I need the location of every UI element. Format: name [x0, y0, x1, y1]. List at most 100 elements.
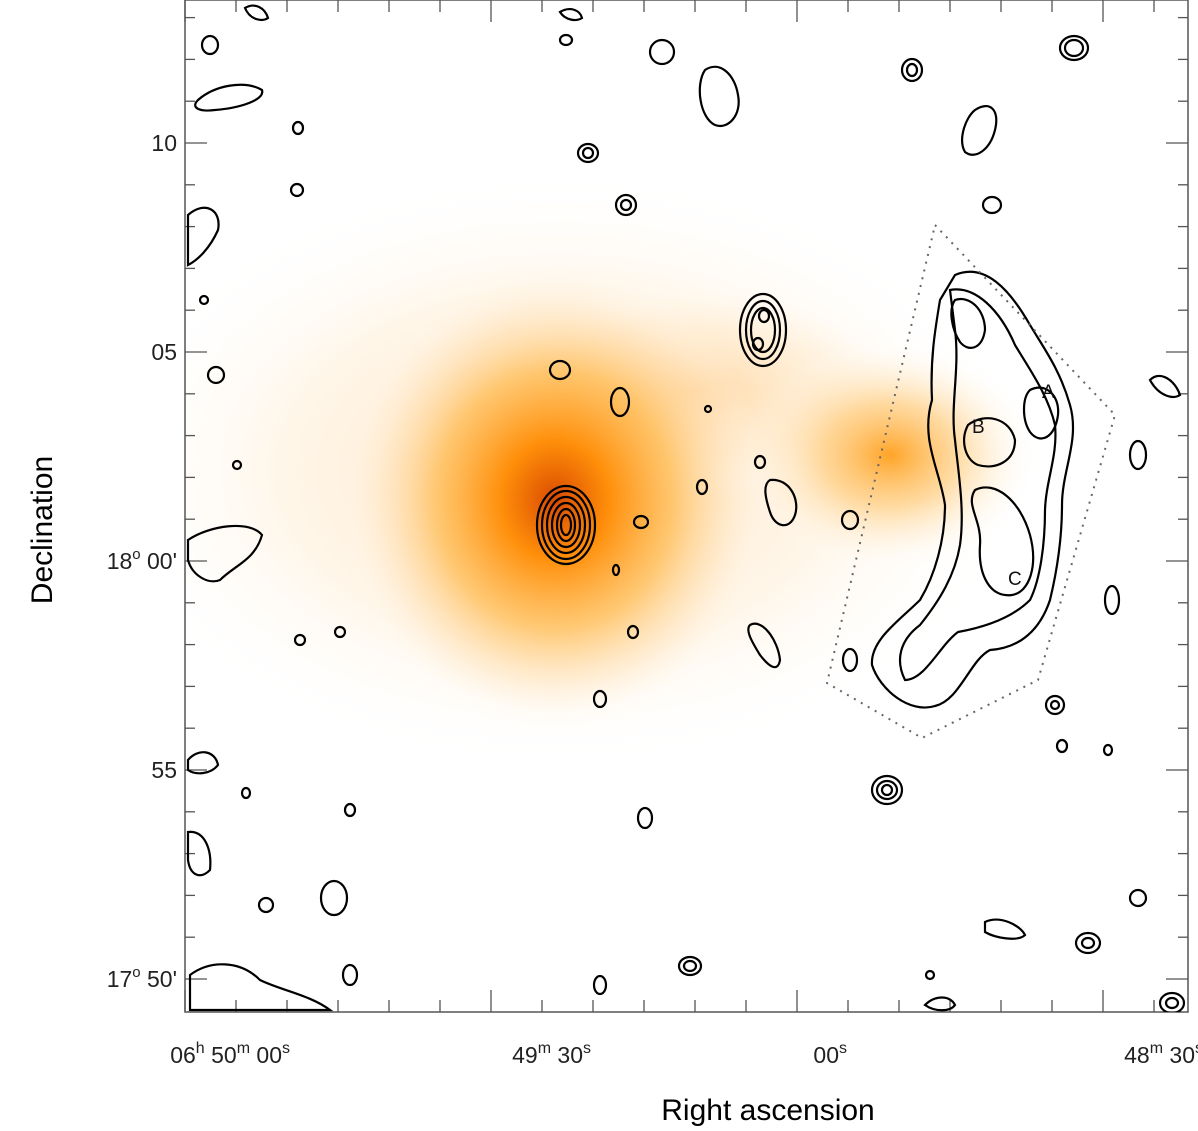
contour-double — [738, 292, 788, 368]
contour-blob — [1164, 996, 1180, 1010]
contour-blob — [1049, 699, 1061, 711]
contour-blob — [611, 563, 621, 577]
contour-blob — [983, 918, 1027, 940]
contour-blob — [636, 806, 654, 830]
x-tick-label: 48m 30s — [1124, 1040, 1198, 1068]
contour-blob — [677, 955, 703, 977]
contour-blob — [333, 625, 347, 639]
contour-double — [751, 336, 765, 352]
y-tick-label: 17o 50' — [107, 964, 177, 992]
x-tick-label: 49m 30s — [512, 1040, 591, 1068]
contour-blob — [961, 105, 998, 156]
contour-double — [749, 306, 777, 354]
contour-blob — [905, 62, 919, 78]
contour-main — [535, 484, 597, 566]
contour-blob — [923, 996, 957, 1012]
plot-frame — [184, 0, 1189, 1013]
contour-blob — [200, 34, 220, 56]
contour-blob — [981, 195, 1003, 215]
contour-blob — [841, 647, 859, 673]
contour-blob — [194, 83, 264, 112]
contour-blob — [186, 830, 212, 877]
y-tick-labels: 10 05 18o 00' 55 17o 50' — [107, 130, 177, 992]
contour-blob — [626, 624, 640, 640]
contour-blob — [695, 478, 709, 496]
y-tick-label: 10 — [151, 130, 177, 156]
contour-blob — [1063, 38, 1085, 58]
y-tick-label: 18o 00' — [107, 546, 177, 574]
x-tick-label: 06h 50m 00s — [170, 1040, 290, 1068]
axis-ticks — [184, 0, 1188, 1012]
x-tick-label: 00s — [813, 1040, 847, 1068]
contour-blob — [186, 206, 220, 267]
emission-layer — [185, 170, 1040, 770]
contour-blob — [648, 38, 676, 66]
contour-blob — [558, 33, 574, 47]
contour-blob — [1074, 931, 1102, 955]
y-tick-label: 05 — [151, 339, 177, 365]
contour-double — [744, 299, 782, 361]
contour-blob — [289, 182, 305, 198]
contour-blob — [1158, 991, 1186, 1012]
contour-blob — [581, 146, 595, 160]
contour-blob — [682, 959, 698, 973]
contour-blob — [291, 120, 305, 136]
contour-blob — [1080, 936, 1096, 950]
contour-blob — [764, 478, 798, 527]
contour-main — [555, 507, 577, 543]
contour-blob — [343, 802, 357, 818]
contour-blob — [1055, 738, 1069, 754]
contour-main — [559, 513, 573, 537]
region-label-a: A — [1042, 382, 1055, 403]
emission-peak-main — [340, 265, 770, 735]
contour-blob — [592, 689, 608, 709]
contour-blob — [558, 8, 584, 22]
contour-blob — [186, 751, 220, 775]
contour-blob — [206, 365, 226, 385]
contour-blob — [188, 963, 334, 1012]
contour-blob — [698, 65, 740, 128]
contour-blob — [840, 509, 860, 531]
contour-main — [545, 495, 587, 555]
contour-blob — [1148, 374, 1182, 398]
radio-contours — [186, 4, 1186, 1012]
contour-extended-core — [950, 297, 987, 349]
contour-blob — [198, 294, 210, 306]
contour-blob — [1044, 694, 1066, 716]
contour-blob — [1128, 439, 1148, 471]
contour-blob — [231, 459, 243, 471]
contour-blob — [900, 57, 924, 83]
contour-blob — [1058, 34, 1090, 62]
x-tick-labels: 06h 50m 00s 49m 30s 00s 48m 30s — [170, 1040, 1198, 1068]
region-label-b: B — [972, 417, 985, 438]
contour-blob — [1102, 743, 1114, 757]
contour-blob — [747, 622, 782, 669]
contour-blob — [632, 514, 650, 530]
contour-blob — [614, 193, 638, 217]
x-axis-title: Right ascension — [661, 1094, 874, 1127]
contour-blob — [592, 974, 608, 996]
y-axis-title: Declination — [26, 456, 59, 604]
contour-blob — [341, 963, 359, 987]
contour-blob — [548, 359, 572, 381]
emission-peak-right — [740, 340, 1040, 570]
contour-main — [550, 501, 582, 549]
contour-extended-core — [963, 417, 1017, 468]
contour-blob — [870, 774, 904, 806]
contour-blob — [703, 404, 713, 414]
contour-extended-outer — [870, 270, 1075, 709]
region-label-c: C — [1008, 569, 1022, 590]
contour-main — [540, 489, 592, 561]
contour-blob — [1128, 888, 1148, 908]
contour-blob — [186, 524, 264, 583]
contour-blob — [753, 454, 767, 470]
contour-blob — [875, 779, 899, 801]
contour-blob — [619, 198, 633, 212]
contour-blob — [576, 142, 600, 164]
y-tick-label: 55 — [151, 757, 177, 783]
contour-double — [757, 308, 771, 324]
contour-blob — [924, 969, 936, 981]
contour-extended-inner — [898, 288, 1057, 682]
contour-blob — [240, 786, 252, 800]
